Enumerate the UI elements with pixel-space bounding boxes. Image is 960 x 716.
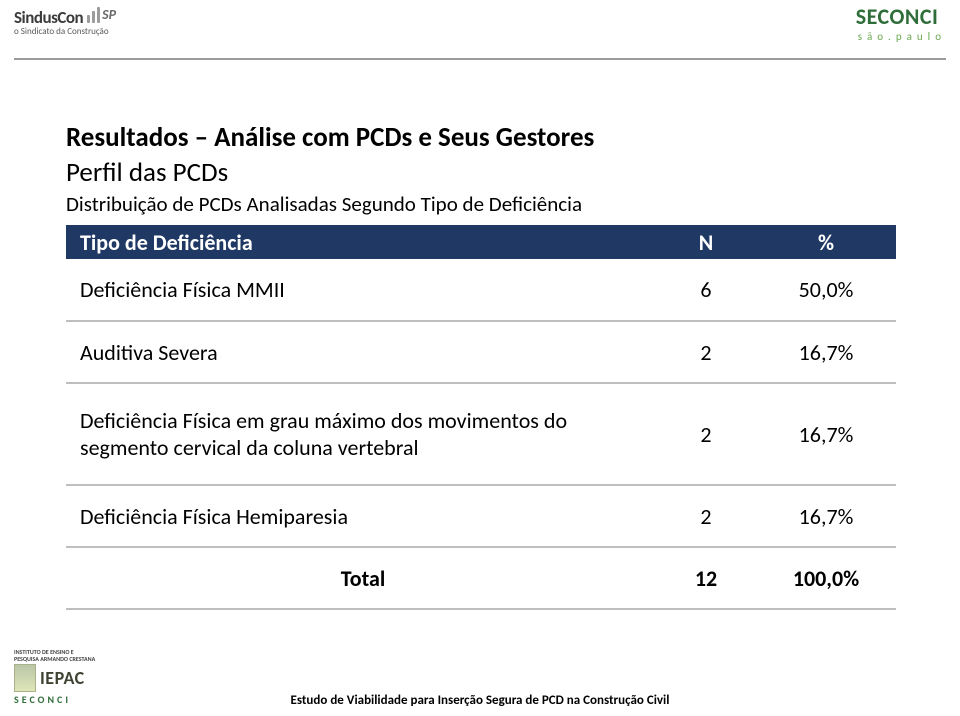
iepac-word: IEPAC <box>40 667 85 689</box>
table-header-row: Tipo de Deficiência N % <box>66 225 896 259</box>
cell-n: 2 <box>656 321 756 383</box>
cell-label: Deficiência Física em grau máximo dos mo… <box>66 383 656 485</box>
cell-n: 6 <box>656 259 756 321</box>
table-row: Deficiência Física Hemiparesia216,7% <box>66 485 896 547</box>
page-title: Resultados – Análise com PCDs e Seus Ges… <box>66 122 920 154</box>
seconci-word: SECONCI <box>856 6 946 28</box>
cell-label: Deficiência Física Hemiparesia <box>66 485 656 547</box>
col-header-type: Tipo de Deficiência <box>66 225 656 259</box>
table-row: Deficiência Física MMII650,0% <box>66 259 896 321</box>
sp-text: SP <box>102 6 116 23</box>
cell-pct: 16,7% <box>756 321 896 383</box>
header-rule <box>14 58 946 60</box>
sp-lines-icon <box>87 7 100 23</box>
cell-n: 2 <box>656 383 756 485</box>
logo-sinduscon: SindusCon SP o Sindicato da Construção <box>14 6 116 37</box>
slide: { "header": { "left": { "brand": "Sindus… <box>0 0 960 716</box>
total-label: Total <box>66 547 656 609</box>
cell-pct: 16,7% <box>756 383 896 485</box>
footer-text: Estudo de Viabilidade para Inserção Segu… <box>0 693 960 708</box>
table-caption: Distribuição de PCDs Analisadas Segundo … <box>66 191 920 217</box>
cell-n: 2 <box>656 485 756 547</box>
sp-mark: SP <box>87 6 116 23</box>
col-header-pct: % <box>756 225 896 259</box>
header: SindusCon SP o Sindicato da Construção S… <box>14 6 946 64</box>
sinduscon-word: SindusCon <box>14 7 83 28</box>
logo-seconci: SECONCI são.paulo <box>856 6 946 43</box>
cell-pct: 50,0% <box>756 259 896 321</box>
table-row: Auditiva Severa216,7% <box>66 321 896 383</box>
total-n: 12 <box>656 547 756 609</box>
data-table: Tipo de Deficiência N % Deficiência Físi… <box>66 225 896 610</box>
table-total-row: Total12100,0% <box>66 547 896 609</box>
iepac-block-icon <box>14 664 36 692</box>
seconci-sub: são.paulo <box>856 30 946 43</box>
table-row: Deficiência Física em grau máximo dos mo… <box>66 383 896 485</box>
page-subtitle: Perfil das PCDs <box>66 156 920 189</box>
content: Resultados – Análise com PCDs e Seus Ges… <box>66 122 920 610</box>
cell-label: Deficiência Física MMII <box>66 259 656 321</box>
iepac-line2: PESQUISA ARMANDO CRESTANA <box>14 656 106 662</box>
table-body: Deficiência Física MMII650,0%Auditiva Se… <box>66 259 896 609</box>
col-header-n: N <box>656 225 756 259</box>
total-pct: 100,0% <box>756 547 896 609</box>
sinduscon-sub: o Sindicato da Construção <box>14 26 116 37</box>
cell-pct: 16,7% <box>756 485 896 547</box>
cell-label: Auditiva Severa <box>66 321 656 383</box>
